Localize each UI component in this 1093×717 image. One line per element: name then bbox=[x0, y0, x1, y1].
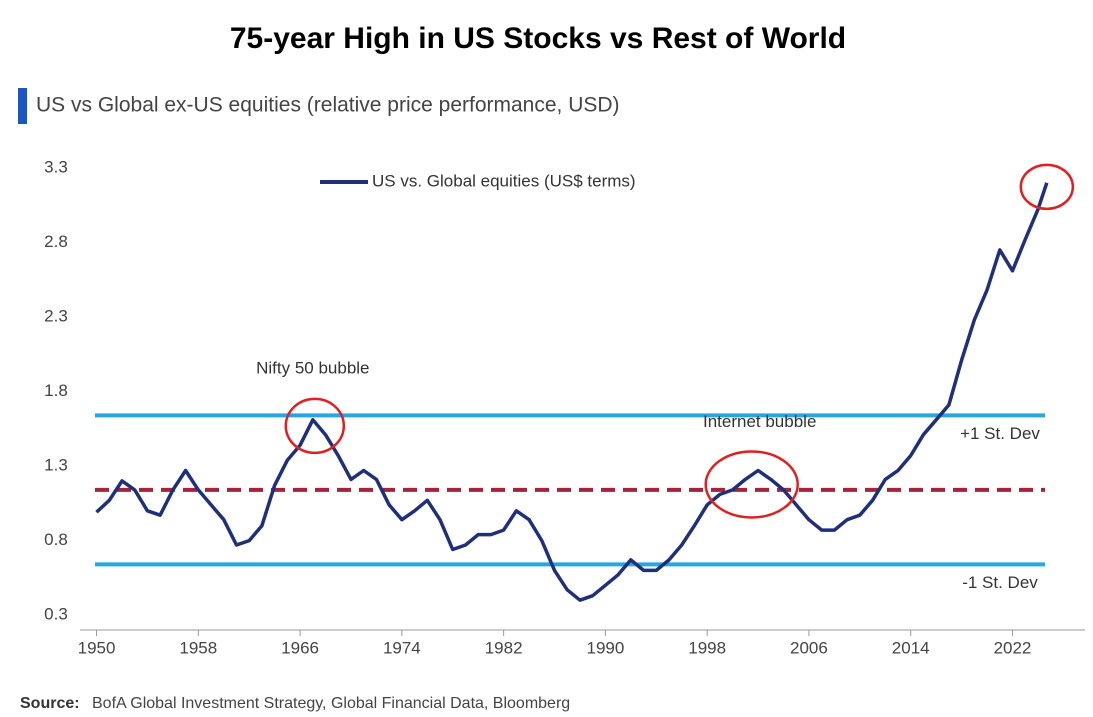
x-tick-label: 1966 bbox=[281, 638, 319, 657]
annotation-circle bbox=[704, 450, 799, 519]
source-label: Source: bbox=[20, 695, 80, 712]
x-tick-label: 1958 bbox=[179, 638, 217, 657]
y-tick-label: 3.3 bbox=[44, 157, 68, 176]
x-tick-label: 1974 bbox=[383, 638, 421, 657]
x-tick-label: 1998 bbox=[688, 638, 726, 657]
y-tick-label: 0.8 bbox=[44, 530, 68, 549]
y-tick-label: 1.8 bbox=[44, 381, 68, 400]
chart-subtitle: US vs Global ex-US equities (relative pr… bbox=[36, 94, 620, 117]
annotation-circle bbox=[1019, 163, 1075, 211]
x-tick-label: 2022 bbox=[994, 638, 1032, 657]
x-tick-label: 1990 bbox=[586, 638, 624, 657]
legend-label: US vs. Global equities (US$ terms) bbox=[372, 171, 636, 190]
source-text: BofA Global Investment Strategy, Global … bbox=[92, 695, 570, 712]
annotation-label: Internet bubble bbox=[703, 412, 816, 431]
annotation-circle bbox=[284, 397, 346, 455]
x-tick-label: 2014 bbox=[892, 638, 930, 657]
x-tick-label: 2006 bbox=[790, 638, 828, 657]
x-tick-label: 1982 bbox=[485, 638, 523, 657]
x-tick-label: 1950 bbox=[78, 638, 116, 657]
y-tick-label: 1.3 bbox=[44, 456, 68, 475]
data-line bbox=[95, 182, 1049, 602]
y-tick-label: 2.8 bbox=[44, 232, 68, 251]
reference-label: -1 St. Dev bbox=[962, 573, 1038, 592]
subtitle-marker bbox=[18, 88, 27, 124]
annotation-label: Nifty 50 bubble bbox=[256, 358, 369, 377]
chart-title: 75-year High in US Stocks vs Rest of Wor… bbox=[230, 22, 846, 55]
y-tick-label: 0.3 bbox=[44, 605, 68, 624]
reference-label: +1 St. Dev bbox=[960, 424, 1040, 443]
y-tick-label: 2.3 bbox=[44, 306, 68, 325]
